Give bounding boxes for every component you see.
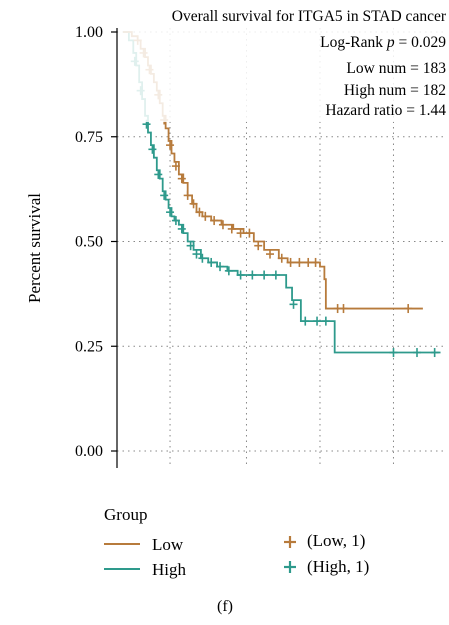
series-low-censor-18 bbox=[266, 249, 274, 259]
series-low-censor-10 bbox=[195, 207, 204, 217]
series-high-censor-21 bbox=[313, 316, 322, 326]
series-high-censor-12 bbox=[207, 257, 216, 267]
series-high-censor-6 bbox=[166, 207, 175, 217]
series-low-censor-11 bbox=[201, 211, 210, 221]
series-high-censor-4 bbox=[154, 169, 163, 179]
series-low-censor-25 bbox=[339, 304, 348, 314]
legend-high-censor-label: (High, 1) bbox=[307, 557, 369, 576]
series-high-censor-15 bbox=[236, 270, 245, 280]
series-low-censor-17 bbox=[254, 241, 263, 251]
legend-high-censor-icon bbox=[284, 561, 296, 573]
annotation-box bbox=[118, 4, 448, 122]
y-tick-label-2: 0.50 bbox=[75, 234, 103, 251]
series-low-censor-15 bbox=[236, 228, 245, 238]
series-high-censor-22 bbox=[321, 316, 330, 326]
series-high-censor-24 bbox=[413, 348, 421, 358]
series-high-censor-8 bbox=[177, 224, 186, 234]
series-low-censor-13 bbox=[218, 220, 227, 230]
series-low-censor-20 bbox=[286, 257, 295, 267]
series-high-censor-9 bbox=[186, 241, 195, 251]
series-high-censor-23 bbox=[389, 348, 398, 358]
series-high-censor-5 bbox=[160, 190, 169, 200]
series-high-censor-25 bbox=[430, 348, 439, 358]
y-axis-label: Percent survival bbox=[25, 193, 44, 303]
series-low-censor-22 bbox=[304, 257, 313, 267]
legend-high-label: High bbox=[152, 560, 187, 579]
series-low-censor-5 bbox=[166, 140, 175, 150]
series-low-censor-16 bbox=[245, 228, 254, 238]
y-tick-label-4: 1.00 bbox=[75, 24, 103, 41]
series-high-censor-19 bbox=[289, 299, 298, 309]
low-num-annotation: Low num = 183 bbox=[346, 60, 446, 77]
series-high-censor-7 bbox=[171, 216, 180, 226]
series-high-censor-10 bbox=[192, 249, 201, 259]
y-tick-label-3: 0.75 bbox=[75, 129, 103, 146]
logrank-annotation: Log-Rank p = 0.029 bbox=[320, 34, 446, 51]
series-high-censor-11 bbox=[198, 253, 207, 263]
legend-low-censor-label: (Low, 1) bbox=[307, 531, 365, 550]
y-tick-label-1: 0.25 bbox=[75, 338, 103, 355]
legend-low-label: Low bbox=[152, 535, 184, 554]
series-high-censor-17 bbox=[260, 270, 269, 280]
series-low-censor-8 bbox=[183, 190, 192, 200]
legend: Group Low High (Low, 1) (High, 1) bbox=[104, 505, 369, 579]
series-low-censor-26 bbox=[404, 304, 413, 314]
series-high-censor-16 bbox=[248, 270, 257, 280]
high-num-annotation: High num = 182 bbox=[344, 82, 446, 99]
series-low-censor-19 bbox=[277, 253, 286, 263]
hazard-ratio-annotation: Hazard ratio = 1.44 bbox=[325, 102, 446, 119]
series-low-censor-9 bbox=[189, 199, 198, 209]
y-tick-label-0: 0.00 bbox=[75, 443, 103, 460]
chart-title: Overall survival for ITGA5 in STAD cance… bbox=[172, 8, 447, 25]
series-low-censor-12 bbox=[210, 216, 219, 226]
series-high-censor-13 bbox=[216, 262, 225, 272]
legend-low-censor-icon bbox=[284, 536, 296, 548]
series-low-censor-6 bbox=[171, 161, 180, 171]
series-high-censor-14 bbox=[224, 266, 233, 276]
series-high-censor-20 bbox=[301, 316, 310, 326]
series-low-censor-14 bbox=[227, 224, 236, 234]
figure-label: (f) bbox=[217, 598, 233, 615]
y-axis-ticks: 0.00 0.25 0.50 0.75 1.00 bbox=[75, 24, 117, 460]
series-low-censor-21 bbox=[295, 257, 304, 267]
series-low-censor-7 bbox=[177, 174, 186, 184]
series-high-censor-18 bbox=[271, 270, 280, 280]
series-high-censor-3 bbox=[148, 144, 157, 154]
series-low-censor-23 bbox=[311, 257, 320, 267]
legend-title: Group bbox=[104, 505, 147, 524]
